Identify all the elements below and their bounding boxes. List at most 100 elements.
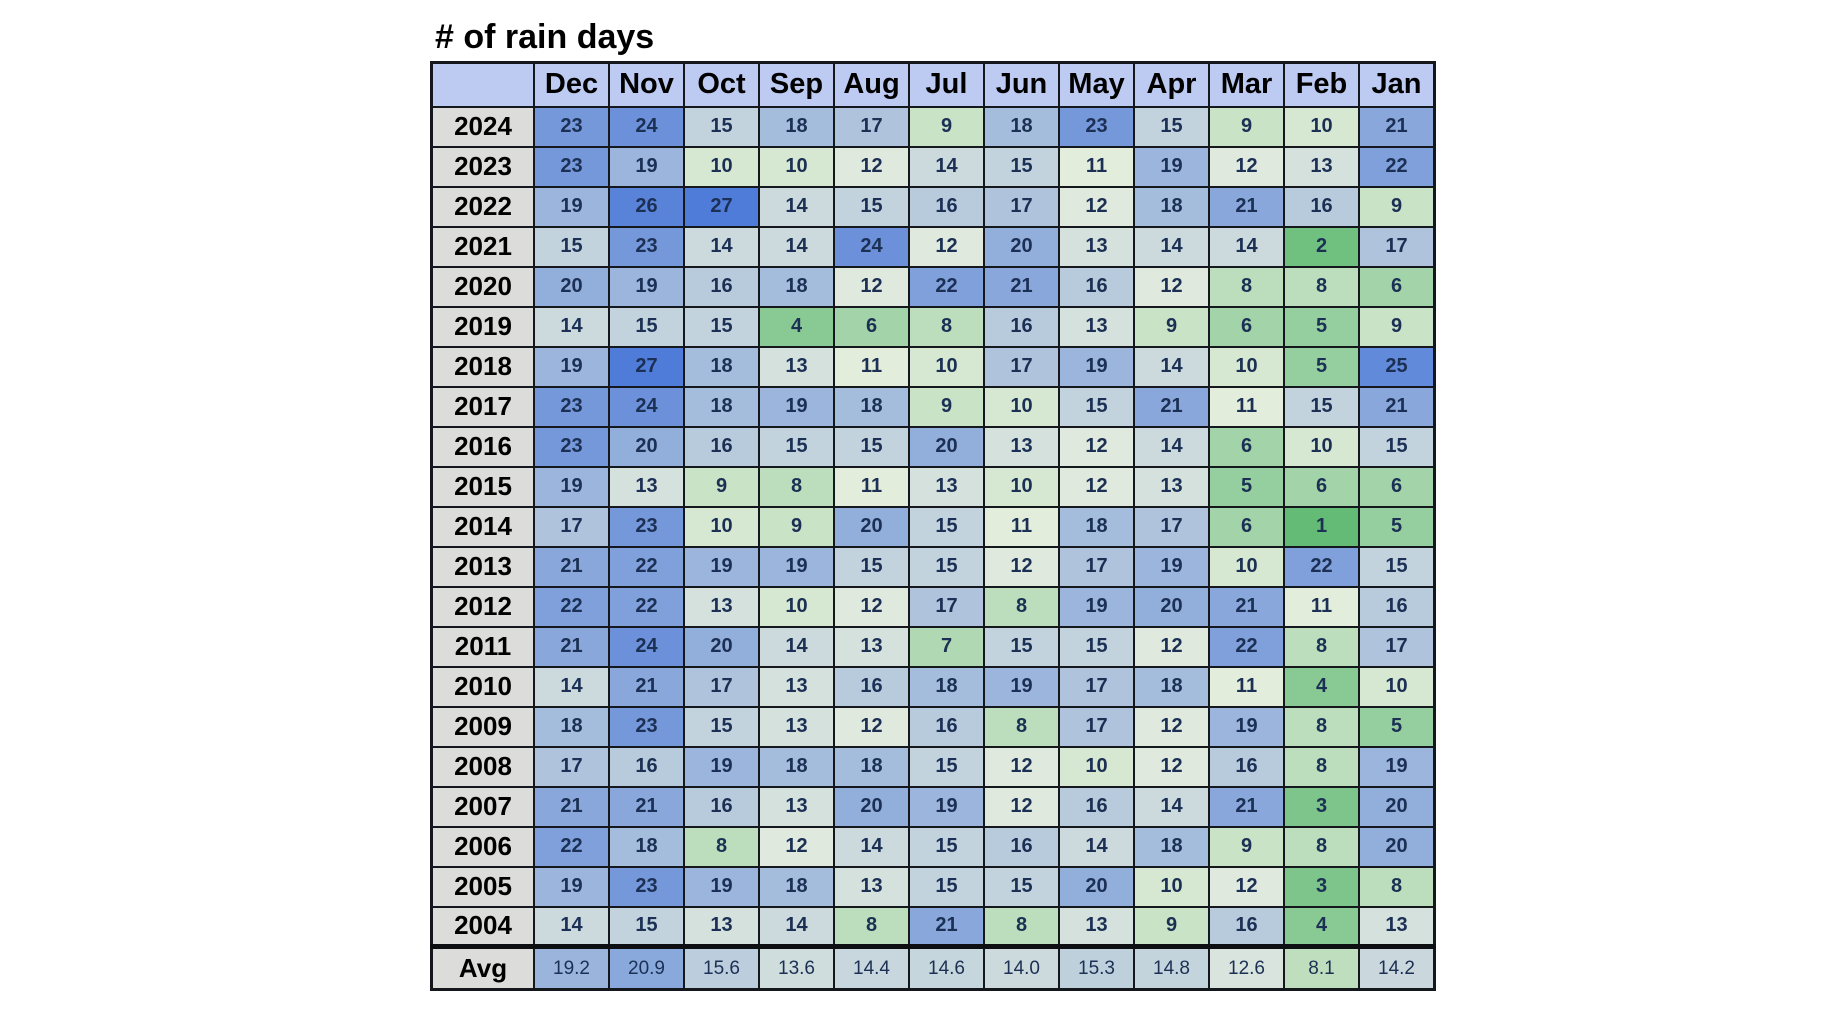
column-header-nov: Nov bbox=[608, 61, 685, 108]
cell-2005-may: 20 bbox=[1058, 865, 1135, 908]
cell-2017-jul: 9 bbox=[908, 385, 985, 428]
cell-2008-nov: 16 bbox=[608, 745, 685, 788]
cell-2014-feb: 1 bbox=[1283, 505, 1360, 548]
column-header-may: May bbox=[1058, 61, 1135, 108]
table-row: 2019 14 15 15 4 6 8 16 13 9 6 5 9 bbox=[430, 305, 1436, 348]
row-header-2012: 2012 bbox=[430, 585, 535, 628]
row-header-2020: 2020 bbox=[430, 265, 535, 308]
cell-avg-jun: 14.0 bbox=[983, 944, 1060, 991]
cell-2023-aug: 12 bbox=[833, 145, 910, 188]
cell-2008-dec: 17 bbox=[533, 745, 610, 788]
cell-2008-feb: 8 bbox=[1283, 745, 1360, 788]
cell-2008-sep: 18 bbox=[758, 745, 835, 788]
table-row: 2021 15 23 14 14 24 12 20 13 14 14 2 17 bbox=[430, 225, 1436, 268]
cell-2015-jul: 13 bbox=[908, 465, 985, 508]
cell-2016-may: 12 bbox=[1058, 425, 1135, 468]
cell-2014-aug: 20 bbox=[833, 505, 910, 548]
cell-2018-apr: 14 bbox=[1133, 345, 1210, 388]
column-header-sep: Sep bbox=[758, 61, 835, 108]
cell-2015-feb: 6 bbox=[1283, 465, 1360, 508]
cell-2011-sep: 14 bbox=[758, 625, 835, 668]
cell-2004-jul: 21 bbox=[908, 905, 985, 948]
cell-2004-oct: 13 bbox=[683, 905, 760, 948]
cell-2014-jan: 5 bbox=[1358, 505, 1436, 548]
cell-2009-jun: 8 bbox=[983, 705, 1060, 748]
cell-2005-apr: 10 bbox=[1133, 865, 1210, 908]
cell-2005-dec: 19 bbox=[533, 865, 610, 908]
cell-2005-sep: 18 bbox=[758, 865, 835, 908]
cell-2015-aug: 11 bbox=[833, 465, 910, 508]
cell-2023-nov: 19 bbox=[608, 145, 685, 188]
table-row: 2008 17 16 19 18 18 15 12 10 12 16 8 19 bbox=[430, 745, 1436, 788]
cell-2023-jan: 22 bbox=[1358, 145, 1436, 188]
cell-2023-oct: 10 bbox=[683, 145, 760, 188]
cell-2008-apr: 12 bbox=[1133, 745, 1210, 788]
row-header-2016: 2016 bbox=[430, 425, 535, 468]
cell-2012-aug: 12 bbox=[833, 585, 910, 628]
cell-2021-apr: 14 bbox=[1133, 225, 1210, 268]
cell-2008-jan: 19 bbox=[1358, 745, 1436, 788]
cell-2007-jun: 12 bbox=[983, 785, 1060, 828]
table-row: 2013 21 22 19 19 15 15 12 17 19 10 22 15 bbox=[430, 545, 1436, 588]
row-header-2018: 2018 bbox=[430, 345, 535, 388]
cell-2019-aug: 6 bbox=[833, 305, 910, 348]
cell-2019-apr: 9 bbox=[1133, 305, 1210, 348]
cell-2022-oct: 27 bbox=[683, 185, 760, 228]
cell-2007-sep: 13 bbox=[758, 785, 835, 828]
cell-2024-jul: 9 bbox=[908, 105, 985, 148]
table-row: 2016 23 20 16 15 15 20 13 12 14 6 10 15 bbox=[430, 425, 1436, 468]
cell-2009-aug: 12 bbox=[833, 705, 910, 748]
cell-2020-jun: 21 bbox=[983, 265, 1060, 308]
table-row: 2011 21 24 20 14 13 7 15 15 12 22 8 17 bbox=[430, 625, 1436, 668]
cell-2014-nov: 23 bbox=[608, 505, 685, 548]
cell-2005-nov: 23 bbox=[608, 865, 685, 908]
cell-2016-dec: 23 bbox=[533, 425, 610, 468]
cell-2009-dec: 18 bbox=[533, 705, 610, 748]
cell-2006-aug: 14 bbox=[833, 825, 910, 868]
cell-2018-aug: 11 bbox=[833, 345, 910, 388]
cell-2012-mar: 21 bbox=[1208, 585, 1285, 628]
cell-2017-may: 15 bbox=[1058, 385, 1135, 428]
cell-2017-jan: 21 bbox=[1358, 385, 1436, 428]
table-row: 2023 23 19 10 10 12 14 15 11 19 12 13 22 bbox=[430, 145, 1436, 188]
cell-2013-aug: 15 bbox=[833, 545, 910, 588]
table-body: 2024 23 24 15 18 17 9 18 23 15 9 10 21 2023 23 19 10 10 12… bbox=[430, 105, 1436, 991]
cell-2011-jan: 17 bbox=[1358, 625, 1436, 668]
average-row: Avg 19.2 20.9 15.6 13.6 14.4 14.6 14.0 15.3 14.8 1… bbox=[430, 944, 1436, 991]
table-row: 2014 17 23 10 9 20 15 11 18 17 6 1 5 bbox=[430, 505, 1436, 548]
cell-2016-jun: 13 bbox=[983, 425, 1060, 468]
cell-2022-jul: 16 bbox=[908, 185, 985, 228]
cell-2015-may: 12 bbox=[1058, 465, 1135, 508]
cell-2017-feb: 15 bbox=[1283, 385, 1360, 428]
cell-2022-nov: 26 bbox=[608, 185, 685, 228]
cell-2009-mar: 19 bbox=[1208, 705, 1285, 748]
cell-2023-mar: 12 bbox=[1208, 145, 1285, 188]
cell-2022-may: 12 bbox=[1058, 185, 1135, 228]
cell-2019-dec: 14 bbox=[533, 305, 610, 348]
cell-avg-oct: 15.6 bbox=[683, 944, 760, 991]
cell-2010-may: 17 bbox=[1058, 665, 1135, 708]
row-header-2010: 2010 bbox=[430, 665, 535, 708]
cell-2014-apr: 17 bbox=[1133, 505, 1210, 548]
cell-2023-apr: 19 bbox=[1133, 145, 1210, 188]
cell-2011-nov: 24 bbox=[608, 625, 685, 668]
cell-2021-oct: 14 bbox=[683, 225, 760, 268]
cell-2013-dec: 21 bbox=[533, 545, 610, 588]
cell-2024-apr: 15 bbox=[1133, 105, 1210, 148]
column-header-jan: Jan bbox=[1358, 61, 1436, 108]
cell-2008-aug: 18 bbox=[833, 745, 910, 788]
cell-2022-apr: 18 bbox=[1133, 185, 1210, 228]
cell-2021-mar: 14 bbox=[1208, 225, 1285, 268]
cell-2005-jun: 15 bbox=[983, 865, 1060, 908]
cell-2020-apr: 12 bbox=[1133, 265, 1210, 308]
cell-avg-may: 15.3 bbox=[1058, 944, 1135, 991]
corner-cell bbox=[430, 61, 535, 108]
cell-2023-jul: 14 bbox=[908, 145, 985, 188]
header-row: Dec Nov Oct Sep Aug Jul Jun May Apr Mar Feb Jan bbox=[430, 61, 1436, 108]
cell-2022-feb: 16 bbox=[1283, 185, 1360, 228]
column-header-jul: Jul bbox=[908, 61, 985, 108]
cell-2013-feb: 22 bbox=[1283, 545, 1360, 588]
cell-2020-oct: 16 bbox=[683, 265, 760, 308]
table-row: 2024 23 24 15 18 17 9 18 23 15 9 10 21 bbox=[430, 105, 1436, 148]
cell-2008-oct: 19 bbox=[683, 745, 760, 788]
